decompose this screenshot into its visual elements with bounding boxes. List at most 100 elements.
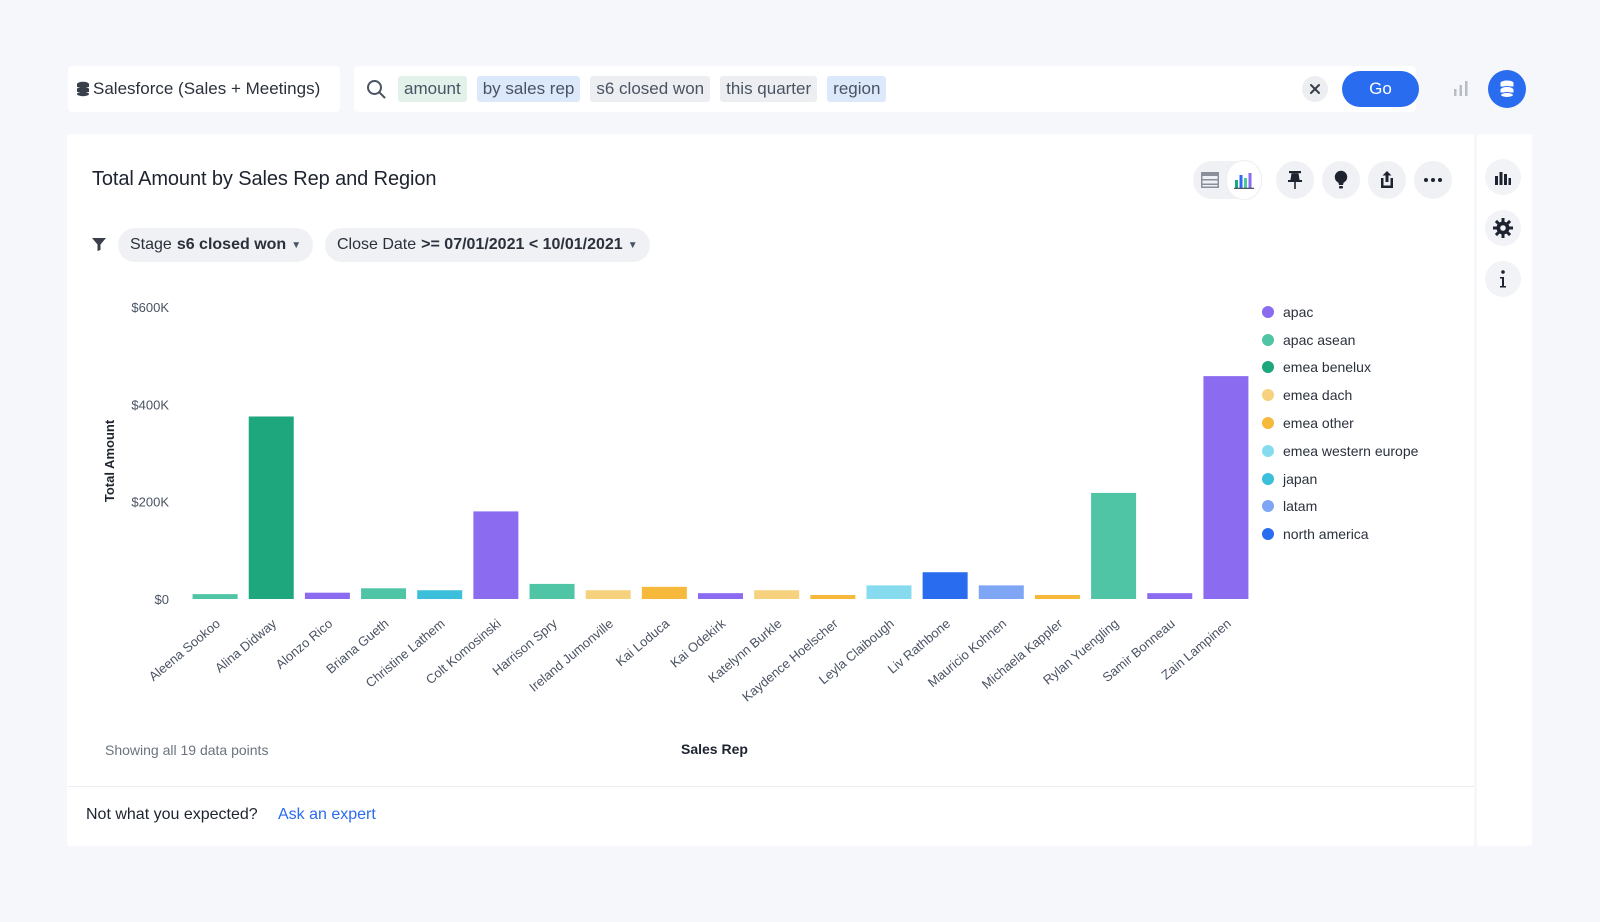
data-source-selector[interactable]: Salesforce (Sales + Meetings) <box>68 66 340 112</box>
legend-swatch <box>1262 500 1274 513</box>
bar <box>1091 492 1137 599</box>
more-options-button[interactable] <box>1414 161 1452 199</box>
search-token-sales-rep[interactable]: by sales rep <box>476 76 581 102</box>
right-rail <box>1477 134 1532 846</box>
search-bar[interactable]: amount by sales rep s6 closed won this q… <box>354 66 1416 112</box>
settings-button[interactable] <box>1485 210 1521 246</box>
legend-label: emea other <box>1283 415 1354 432</box>
x-axis-label: Sales Rep <box>681 741 748 757</box>
share-icon <box>1381 171 1393 188</box>
legend-label: emea benelux <box>1283 359 1371 376</box>
chevron-down-icon: ▼ <box>627 239 638 251</box>
bar-chart-icon[interactable] <box>1452 79 1470 102</box>
legend-swatch <box>1262 333 1274 346</box>
filter-value: >= 07/01/2021 < 10/01/2021 <box>421 236 623 253</box>
legend-label: latam <box>1283 498 1318 515</box>
go-button[interactable]: Go <box>1342 71 1419 107</box>
legend-item[interactable]: apac asean <box>1262 326 1418 354</box>
legend-label: japan <box>1283 470 1318 487</box>
view-toggle[interactable] <box>1193 161 1261 199</box>
legend-swatch <box>1262 417 1274 430</box>
data-panel-button[interactable] <box>1488 70 1526 108</box>
legend-swatch <box>1262 389 1274 402</box>
bar <box>585 590 631 599</box>
bar <box>866 585 912 599</box>
legend-item[interactable]: emea western europe <box>1262 437 1418 465</box>
y-tick-label: $600K <box>131 300 169 315</box>
ask-expert-link[interactable]: Ask an expert <box>278 806 376 823</box>
bar <box>922 572 968 599</box>
gear-icon <box>1493 218 1513 238</box>
pin-button[interactable] <box>1276 161 1314 199</box>
table-view-button[interactable] <box>1193 161 1227 199</box>
search-icon <box>366 79 386 99</box>
x-tick-label: Alina Didway <box>212 615 280 675</box>
filter-icon[interactable] <box>91 236 107 257</box>
lightbulb-icon <box>1334 170 1348 189</box>
clear-search-button[interactable] <box>1302 76 1328 102</box>
chart-type-button[interactable] <box>1485 159 1521 195</box>
bar <box>417 590 463 599</box>
bar <box>1203 376 1249 599</box>
database-icon <box>1500 80 1514 98</box>
share-button[interactable] <box>1368 161 1406 199</box>
bar <box>698 593 743 599</box>
bar <box>641 586 687 599</box>
chevron-down-icon: ▼ <box>291 239 302 251</box>
filter-close-date[interactable]: Close Date >= 07/01/2021 < 10/01/2021 ▼ <box>325 228 650 262</box>
bar <box>754 590 800 599</box>
bar <box>529 583 575 599</box>
legend-swatch <box>1262 305 1274 318</box>
x-tick-label: Kai Loduca <box>613 615 673 669</box>
data-points-count: Showing all 19 data points <box>105 742 269 758</box>
chart-legend: apac apac asean emea benelux emea dach emea … <box>1262 298 1418 548</box>
search-token-amount[interactable]: amount <box>398 76 467 102</box>
bar <box>248 416 294 599</box>
legend-swatch <box>1262 528 1274 541</box>
filter-value: s6 closed won <box>176 236 287 253</box>
legend-swatch <box>1262 444 1274 457</box>
legend-item[interactable]: latam <box>1262 493 1418 521</box>
spotiq-button[interactable] <box>1322 161 1360 199</box>
legend-item[interactable]: emea dach <box>1262 381 1418 409</box>
legend-item[interactable]: apac <box>1262 298 1418 326</box>
y-axis-label: Total Amount <box>102 419 117 502</box>
divider <box>67 786 1474 787</box>
legend-label: apac asean <box>1283 331 1356 348</box>
bar <box>1147 593 1193 599</box>
info-button[interactable] <box>1485 261 1521 297</box>
legend-label: apac <box>1283 303 1314 320</box>
y-tick-label: $400K <box>131 397 169 412</box>
chart-view-button[interactable] <box>1227 161 1261 199</box>
close-icon <box>1310 84 1320 94</box>
legend-swatch <box>1262 472 1274 485</box>
bar <box>304 592 350 599</box>
bar <box>810 595 856 599</box>
legend-label: emea dach <box>1283 387 1353 404</box>
filter-field: Stage <box>130 236 172 253</box>
legend-item[interactable]: emea other <box>1262 409 1418 437</box>
bar-chart-icon <box>1495 172 1511 185</box>
database-icon <box>76 81 90 97</box>
data-source-label: Salesforce (Sales + Meetings) <box>93 79 321 98</box>
filter-field: Close Date <box>337 236 417 253</box>
bar <box>978 585 1024 599</box>
legend-label: north america <box>1283 526 1369 543</box>
legend-item[interactable]: japan <box>1262 465 1418 493</box>
search-token-region[interactable]: region <box>827 76 887 102</box>
legend-item[interactable]: north america <box>1262 520 1418 548</box>
search-token-stage[interactable]: s6 closed won <box>590 76 711 102</box>
x-tick-label: Aleena Sookoo <box>146 616 223 684</box>
legend-swatch <box>1262 361 1274 374</box>
x-tick-label: Kaydence Hoelscher <box>739 615 841 704</box>
column-chart-icon <box>1234 173 1254 189</box>
search-token-date[interactable]: this quarter <box>720 76 818 102</box>
bar <box>192 594 238 599</box>
y-tick-label: $0 <box>155 592 169 607</box>
filter-stage[interactable]: Stage s6 closed won ▼ <box>118 228 314 262</box>
legend-item[interactable]: emea benelux <box>1262 354 1418 382</box>
legend-label: emea western europe <box>1283 442 1419 459</box>
bar <box>1034 595 1080 599</box>
feedback-question: Not what you expected? <box>86 806 258 823</box>
